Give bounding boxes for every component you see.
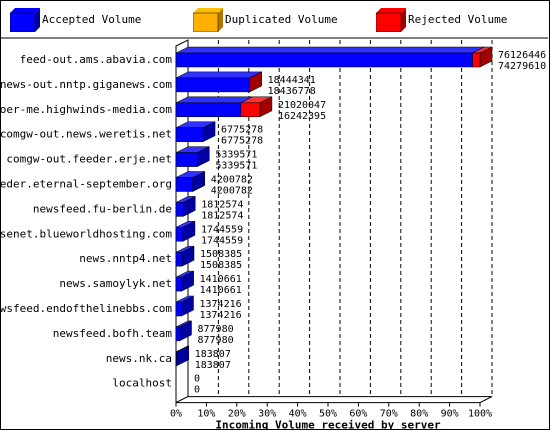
data-label-accepted: 4200782: [211, 186, 253, 197]
bar-accepted-top: [175, 46, 485, 54]
x-axis-floor: [175, 396, 493, 404]
data-label-accepted: 1508385: [200, 260, 242, 271]
data-label-total: 6775278: [221, 125, 263, 136]
bar-accepted: [175, 102, 242, 118]
data-label-total: 0: [194, 374, 200, 385]
data-label-total: 76126446: [498, 50, 546, 61]
x-tick-label: 70%: [380, 409, 398, 420]
legend-label-rejected: Rejected Volume: [408, 13, 508, 26]
x-tick-label: 80%: [410, 409, 428, 420]
bar-accepted: [175, 251, 183, 267]
category-label: comgw-out.feeder.erje.net: [6, 153, 172, 166]
x-tick-label: 20%: [228, 409, 246, 420]
bar-accepted-top: [175, 96, 253, 104]
legend-swatch-duplicated: [193, 8, 223, 32]
x-tick-label: 10%: [197, 409, 215, 420]
data-label-total: 1410661: [200, 274, 242, 285]
bar-accepted-top: [175, 71, 262, 79]
data-label-accepted: 877980: [198, 335, 234, 346]
category-label: feed-out.ams.abavia.com: [20, 53, 173, 66]
data-label-total: 1374216: [199, 299, 241, 310]
legend-swatch-rejected: [376, 8, 406, 32]
bar-accepted: [175, 52, 473, 68]
bar-accepted: [175, 202, 184, 217]
x-tick-label: 40%: [289, 409, 307, 420]
category-label: localhost: [112, 377, 172, 390]
data-label-accepted: 0: [194, 385, 200, 396]
data-label-accepted: 1812574: [201, 210, 243, 221]
data-label-total: 4200782: [211, 175, 253, 186]
data-label-total: 1744559: [201, 224, 243, 235]
bar-rejected: [240, 102, 261, 118]
category-label: news.samoylyk.net: [59, 277, 172, 290]
legend-label-accepted: Accepted Volume: [42, 13, 142, 26]
data-label-total: 877980: [198, 324, 234, 335]
legend: Accepted Volume Duplicated Volume Reject…: [0, 0, 548, 38]
data-label-total: 183807: [195, 349, 231, 360]
bar-rejected: [472, 52, 481, 68]
bar-accepted: [175, 301, 182, 317]
category-label: newsfeed.endofthelinebbs.com: [0, 302, 172, 315]
bar-accepted: [175, 177, 194, 192]
x-tick-label: 100%: [468, 409, 492, 420]
category-label: news.nk.ca: [106, 352, 172, 365]
data-label-accepted: 1410661: [200, 285, 242, 296]
x-tick-label: 0%: [170, 409, 182, 420]
x-tick-label: 30%: [258, 409, 276, 420]
x-tick-label: 50%: [319, 409, 337, 420]
category-label: news-out.nntp.giganews.com: [0, 78, 172, 91]
bar-accepted: [175, 326, 180, 342]
data-label-total: 21020047: [278, 100, 326, 111]
x-axis-title: Incoming Volume received by server: [215, 419, 441, 430]
bar-accepted: [175, 127, 204, 142]
category-label: comgw-out.news.weretis.net: [0, 128, 172, 141]
category-label: usenet.blueworldhosting.com: [0, 227, 172, 240]
category-label: voer-me.highwinds-media.com: [0, 103, 172, 116]
legend-swatch-accepted: [10, 8, 40, 32]
category-label: news.nntp4.net: [79, 252, 172, 265]
bar-accepted: [175, 77, 250, 93]
bar-accepted: [175, 276, 182, 292]
data-label-accepted: 74279610: [498, 61, 546, 72]
data-label-accepted: 5339571: [215, 161, 257, 172]
data-label-accepted: 6775278: [221, 136, 263, 147]
x-tick-label: 90%: [441, 409, 459, 420]
bar-accepted: [175, 351, 177, 367]
data-label-accepted: 1744559: [201, 235, 243, 246]
legend-label-duplicated: Duplicated Volume: [225, 13, 338, 26]
bar-accepted: [175, 227, 184, 242]
data-label-accepted: 1374216: [199, 310, 241, 321]
data-label-accepted: 183807: [195, 360, 231, 371]
x-tick-label: 60%: [349, 409, 367, 420]
data-label-accepted: 16242395: [278, 111, 326, 122]
data-label-accepted: 18436778: [268, 86, 316, 97]
category-label: feeder.eternal-september.org: [0, 178, 172, 191]
data-label-total: 5339571: [215, 150, 257, 161]
bar-accepted: [175, 152, 198, 167]
category-label: newsfeed.bofh.team: [53, 327, 173, 340]
data-label-total: 18444341: [268, 75, 316, 86]
category-label: newsfeed.fu-berlin.de: [33, 202, 172, 215]
data-label-total: 1508385: [200, 249, 242, 260]
data-label-total: 1812574: [201, 199, 243, 210]
